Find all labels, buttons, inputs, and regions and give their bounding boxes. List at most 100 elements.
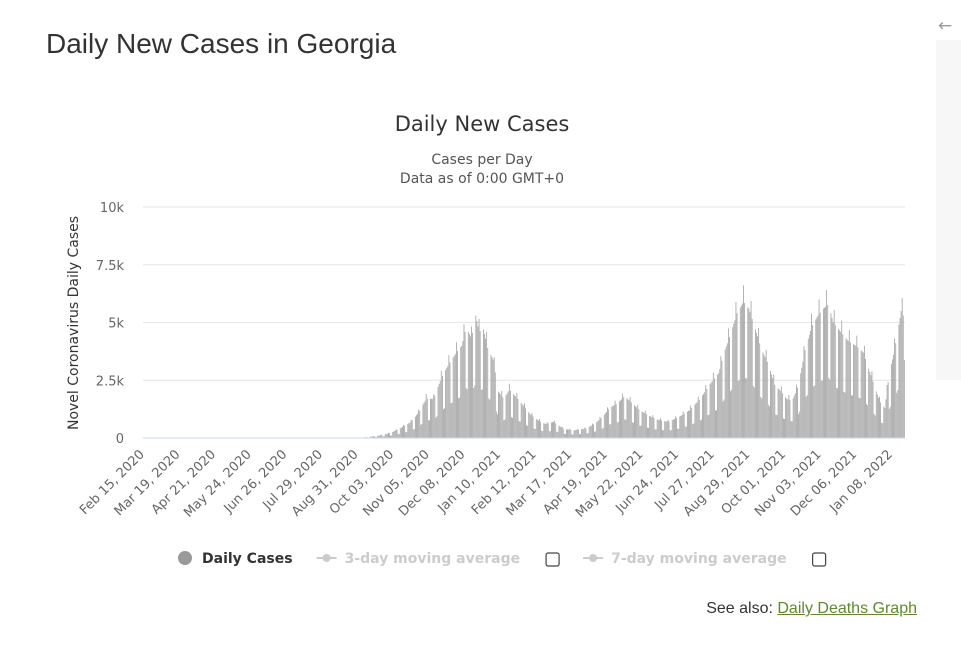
daily-case-bar[interactable] xyxy=(631,422,633,438)
daily-case-bar[interactable] xyxy=(695,403,697,438)
daily-case-bar[interactable] xyxy=(434,395,436,438)
daily-case-bar[interactable] xyxy=(784,419,785,438)
daily-case-bar[interactable] xyxy=(716,410,717,438)
daily-case-bar[interactable] xyxy=(852,395,853,438)
daily-case-bar[interactable] xyxy=(729,337,730,438)
daily-case-bar[interactable] xyxy=(408,423,410,438)
daily-case-bar[interactable] xyxy=(681,415,683,438)
daily-case-bar[interactable] xyxy=(582,429,584,438)
daily-case-bar[interactable] xyxy=(855,345,857,438)
daily-case-bar[interactable] xyxy=(723,399,725,438)
daily-case-bar[interactable] xyxy=(369,436,371,438)
daily-case-bar[interactable] xyxy=(717,374,719,438)
daily-case-bar[interactable] xyxy=(725,346,727,438)
daily-case-bar[interactable] xyxy=(759,343,761,438)
daily-case-bar[interactable] xyxy=(863,345,865,438)
daily-case-bar[interactable] xyxy=(436,416,438,438)
daily-case-bar[interactable] xyxy=(753,387,755,438)
legend-marker[interactable] xyxy=(178,551,192,565)
daily-case-bar[interactable] xyxy=(829,379,831,438)
daily-case-bar[interactable] xyxy=(750,300,752,438)
daily-case-bar[interactable] xyxy=(558,425,560,438)
daily-case-bar[interactable] xyxy=(629,396,631,438)
daily-case-bar[interactable] xyxy=(492,359,494,438)
daily-case-bar[interactable] xyxy=(626,398,628,438)
daily-case-bar[interactable] xyxy=(810,330,811,438)
daily-case-bar[interactable] xyxy=(749,312,751,438)
daily-case-bar[interactable] xyxy=(711,381,713,438)
daily-case-bar[interactable] xyxy=(409,422,411,438)
daily-case-bar[interactable] xyxy=(519,421,521,438)
daily-case-bar[interactable] xyxy=(545,424,547,438)
daily-case-bar[interactable] xyxy=(821,380,823,438)
daily-case-bar[interactable] xyxy=(449,362,451,438)
daily-case-bar[interactable] xyxy=(787,399,789,438)
daily-case-bar[interactable] xyxy=(652,415,654,438)
daily-case-bar[interactable] xyxy=(585,428,587,438)
daily-case-bar[interactable] xyxy=(780,386,782,438)
daily-case-bar[interactable] xyxy=(895,343,897,438)
daily-case-bar[interactable] xyxy=(458,398,459,438)
daily-case-bar[interactable] xyxy=(697,396,699,438)
daily-case-bar[interactable] xyxy=(736,313,738,438)
daily-case-bar[interactable] xyxy=(599,416,601,438)
daily-case-bar[interactable] xyxy=(610,424,612,438)
daily-case-bar[interactable] xyxy=(447,366,449,438)
daily-case-bar[interactable] xyxy=(667,419,669,438)
daily-case-bar[interactable] xyxy=(487,347,489,438)
daily-case-bar[interactable] xyxy=(789,400,791,438)
daily-case-bar[interactable] xyxy=(803,346,805,438)
daily-case-bar[interactable] xyxy=(414,416,416,438)
daily-case-bar[interactable] xyxy=(832,322,834,439)
daily-case-bar[interactable] xyxy=(757,336,758,438)
daily-case-bar[interactable] xyxy=(474,385,476,438)
daily-case-bar[interactable] xyxy=(865,358,866,438)
daily-case-bar[interactable] xyxy=(742,303,743,438)
daily-case-bar[interactable] xyxy=(761,398,763,438)
daily-case-bar[interactable] xyxy=(842,334,844,438)
daily-case-bar[interactable] xyxy=(849,342,851,438)
daily-case-bar[interactable] xyxy=(430,398,431,438)
daily-case-bar[interactable] xyxy=(641,411,643,438)
daily-case-bar[interactable] xyxy=(441,375,443,438)
daily-case-bar[interactable] xyxy=(472,332,474,438)
daily-case-bar[interactable] xyxy=(894,338,896,438)
daily-case-bar[interactable] xyxy=(437,386,439,438)
daily-case-bar[interactable] xyxy=(509,390,511,438)
daily-case-bar[interactable] xyxy=(598,420,600,438)
daily-case-bar[interactable] xyxy=(412,429,414,438)
daily-case-bar[interactable] xyxy=(688,410,689,438)
daily-case-bar[interactable] xyxy=(772,377,774,438)
daily-case-bar[interactable] xyxy=(779,390,781,438)
daily-case-bar[interactable] xyxy=(459,397,461,438)
daily-case-bar[interactable] xyxy=(882,423,884,438)
daily-case-bar[interactable] xyxy=(815,319,817,438)
daily-case-bar[interactable] xyxy=(801,367,803,438)
daily-case-bar[interactable] xyxy=(511,417,512,438)
daily-case-bar[interactable] xyxy=(691,407,693,438)
daily-case-bar[interactable] xyxy=(622,393,624,438)
daily-case-bar[interactable] xyxy=(704,392,706,438)
daily-case-bar[interactable] xyxy=(623,397,625,438)
daily-case-bar[interactable] xyxy=(395,429,397,438)
daily-case-bar[interactable] xyxy=(628,400,630,438)
daily-case-bar[interactable] xyxy=(489,399,491,438)
daily-case-bar[interactable] xyxy=(624,419,626,438)
daily-case-bar[interactable] xyxy=(647,427,648,438)
daily-case-bar[interactable] xyxy=(593,424,594,438)
daily-case-bar[interactable] xyxy=(751,319,753,438)
daily-case-bar[interactable] xyxy=(515,396,517,438)
daily-case-bar[interactable] xyxy=(477,326,479,438)
daily-case-bar[interactable] xyxy=(571,434,573,438)
daily-case-bar[interactable] xyxy=(834,325,836,438)
daily-case-bar[interactable] xyxy=(467,331,469,438)
daily-case-bar[interactable] xyxy=(527,425,529,438)
daily-case-bar[interactable] xyxy=(576,428,578,438)
daily-case-bar[interactable] xyxy=(858,397,860,438)
daily-case-bar[interactable] xyxy=(902,315,904,438)
daily-case-bar[interactable] xyxy=(783,418,784,438)
daily-case-bar[interactable] xyxy=(730,391,731,438)
daily-case-bar[interactable] xyxy=(379,435,381,438)
daily-case-bar[interactable] xyxy=(820,381,822,438)
daily-case-bar[interactable] xyxy=(538,420,539,438)
